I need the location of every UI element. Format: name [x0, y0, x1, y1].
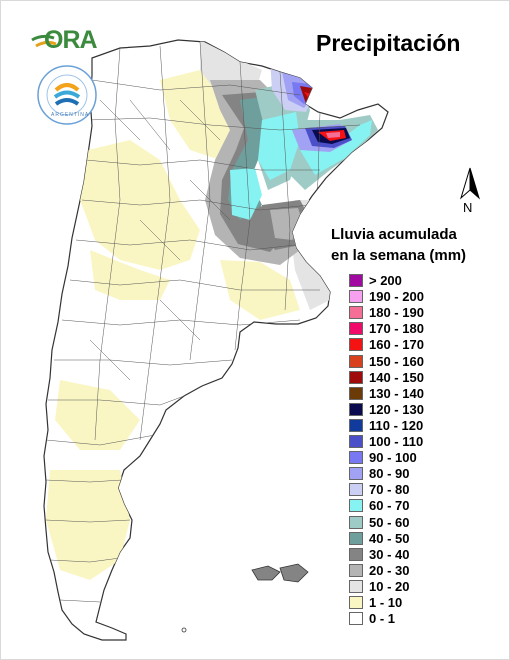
- legend-title: Lluvia acumulada en la semana (mm): [331, 224, 466, 266]
- legend-item: 120 - 130: [349, 402, 489, 419]
- legend-label: 190 - 200: [369, 289, 424, 305]
- legend-item: 20 - 30: [349, 563, 489, 580]
- legend-swatch: [349, 515, 363, 529]
- legend-label: 100 - 110: [369, 434, 424, 449]
- legend-swatch: [349, 467, 363, 481]
- north-arrow-icon: [460, 167, 480, 200]
- legend-item: 40 - 50: [349, 531, 489, 548]
- legend-item: 130 - 140: [349, 386, 489, 403]
- legend-label: 60 - 70: [369, 498, 410, 514]
- legend-swatch: [349, 338, 363, 352]
- legend-item: 70 - 80: [349, 482, 489, 499]
- north-label: N: [463, 200, 473, 215]
- legend-label: 1 - 10: [369, 595, 403, 610]
- legend-swatch: [349, 547, 363, 561]
- legend-swatch: [349, 386, 363, 400]
- legend-swatch: [349, 563, 363, 577]
- legend-item: > 200: [349, 273, 489, 290]
- ora-logo-text: ORA: [44, 26, 98, 54]
- legend-swatch: [349, 531, 363, 545]
- legend-swatch: [349, 354, 363, 368]
- legend-item: 60 - 70: [349, 498, 489, 515]
- legend-item: 90 - 100: [349, 450, 489, 467]
- legend-title-line2: en la semana (mm): [331, 247, 467, 264]
- legend-swatch: [349, 612, 363, 626]
- legend-swatch: [349, 579, 363, 593]
- legend-swatch: [349, 483, 363, 497]
- legend-label: 40 - 50: [369, 530, 410, 546]
- legend-swatch: [349, 306, 363, 320]
- legend-swatch: [349, 451, 363, 465]
- legend-label: 20 - 30: [369, 562, 410, 578]
- legend-label: 140 - 150: [369, 369, 424, 385]
- legend-item: 30 - 40: [349, 547, 489, 564]
- legend-title-line1: Lluvia acumulada: [331, 226, 457, 243]
- legend-label: 0 - 1: [369, 611, 396, 627]
- map-title: Precipitación: [316, 30, 461, 56]
- malvinas-islands: [251, 563, 309, 583]
- legend-label: 170 - 180: [369, 321, 424, 337]
- legend-label: 130 - 140: [369, 385, 424, 401]
- legend-item: 190 - 200: [349, 289, 489, 306]
- legend-item: 170 - 180: [349, 321, 489, 338]
- seal-text: ARGENTINA: [51, 112, 90, 118]
- legend-swatch: [349, 418, 363, 432]
- legend-swatch: [349, 370, 363, 384]
- legend-item: 0 - 1: [349, 611, 489, 628]
- legend-item: 110 - 120: [349, 418, 489, 435]
- legend-item: 80 - 90: [349, 466, 489, 483]
- legend-item: 10 - 20: [349, 579, 489, 596]
- legend-label: 50 - 60: [369, 514, 410, 530]
- legend-swatch: [349, 499, 363, 513]
- legend-label: 30 - 40: [369, 546, 410, 562]
- legend-label: 90 - 100: [369, 450, 417, 466]
- legend-item: 180 - 190: [349, 305, 489, 322]
- legend-label: 70 - 80: [369, 482, 410, 498]
- legend-label: 180 - 190: [369, 305, 424, 321]
- department-boundaries: [45, 41, 361, 603]
- legend-label: 150 - 160: [369, 353, 424, 369]
- legend-item: 150 - 160: [349, 354, 489, 371]
- legend-swatch: [349, 435, 363, 448]
- legend-swatch: [349, 402, 363, 416]
- legend-swatch: [349, 322, 363, 336]
- legend-item: 160 - 170: [349, 337, 489, 354]
- legend-swatch: [349, 596, 363, 609]
- legend-label: 10 - 20: [369, 578, 410, 594]
- legend-item: 50 - 60: [349, 515, 489, 532]
- legend-swatch: [349, 290, 363, 304]
- institution-seal: ARGENTINA: [36, 64, 98, 126]
- ora-logo: ORA: [30, 26, 102, 58]
- legend-item: 1 - 10: [349, 595, 489, 612]
- legend-label: 110 - 120: [369, 417, 424, 433]
- legend-item: 140 - 150: [349, 370, 489, 387]
- legend-swatch: [349, 274, 363, 287]
- legend-label: > 200: [369, 273, 402, 288]
- legend-label: 120 - 130: [369, 401, 424, 417]
- legend-item: 100 - 110: [349, 434, 489, 451]
- legend-label: 80 - 90: [369, 466, 410, 482]
- north-arrow: N: [455, 166, 485, 218]
- legend-label: 160 - 170: [369, 337, 424, 353]
